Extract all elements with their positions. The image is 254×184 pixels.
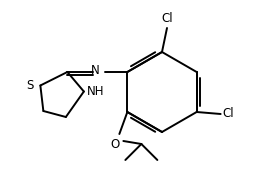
Text: Cl: Cl [222, 107, 233, 121]
Text: NH: NH [87, 85, 104, 98]
Text: S: S [26, 79, 33, 92]
Text: N: N [90, 65, 99, 77]
Text: Cl: Cl [161, 12, 172, 25]
Text: O: O [110, 138, 120, 151]
